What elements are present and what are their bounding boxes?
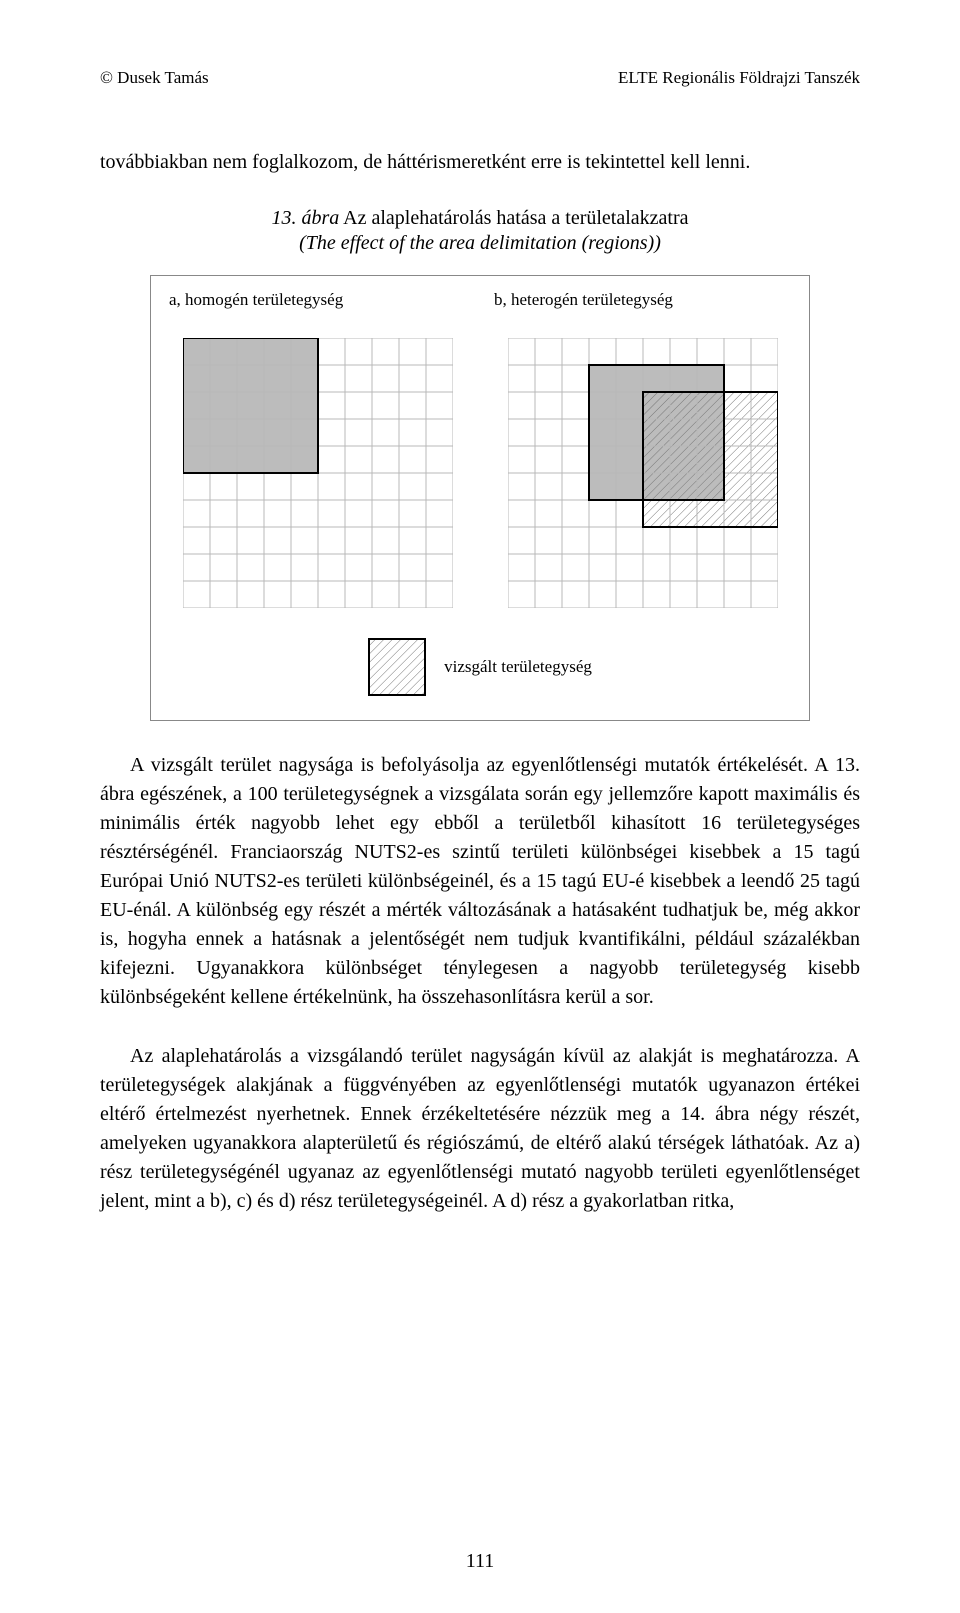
figure-caption-rest: Az alaplehatárolás hatása a területalakz… (339, 207, 688, 229)
intro-paragraph: továbbiakban nem foglalkozom, de háttéri… (100, 148, 860, 177)
header-left: © Dusek Tamás (100, 68, 209, 88)
figure-legend: vizsgált területegység (165, 638, 795, 696)
page-number: 111 (0, 1550, 960, 1573)
figure-panel-a: a, homogén területegység (165, 290, 470, 608)
header-right: ELTE Regionális Földrajzi Tanszék (618, 68, 860, 88)
panel-b-grid (508, 338, 778, 608)
legend-label: vizsgált területegység (444, 657, 592, 677)
legend-swatch (368, 638, 426, 696)
figure-caption-num: 13. ábra (271, 207, 339, 229)
paragraph-1: A vizsgált terület nagysága is befolyáso… (100, 751, 860, 1012)
paragraph-2: Az alaplehatárolás a vizsgálandó terület… (100, 1042, 860, 1216)
figure-panel-b: b, heterogén területegység (490, 290, 795, 608)
figure-caption-sub: (The effect of the area delimitation (re… (100, 232, 860, 255)
panel-a-label: a, homogén területegység (169, 290, 343, 310)
figure-caption: 13. ábra Az alaplehatárolás hatása a ter… (100, 207, 860, 230)
panel-b-label: b, heterogén területegység (494, 290, 673, 310)
panel-a-grid (183, 338, 453, 608)
figure-box: a, homogén területegység b, heterogén te… (150, 275, 810, 721)
